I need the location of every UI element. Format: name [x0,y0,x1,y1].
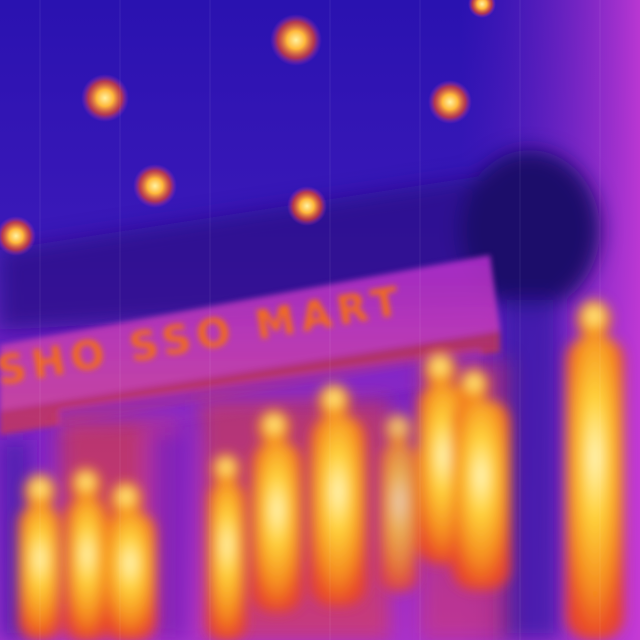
storefront-facade [0,255,500,440]
person-silhouette [566,300,624,640]
person-silhouette [66,468,108,640]
ceiling-light [0,216,36,256]
ceiling-lights [0,0,496,256]
ceiling-light [270,14,322,66]
people [18,300,624,640]
ceiling-light [81,74,129,122]
ceiling-light [133,164,177,208]
ceiling-light [287,186,327,226]
sensor-streaks [39,0,601,640]
person-silhouette [18,474,62,640]
person-silhouette [252,410,302,612]
person-silhouette [310,384,366,606]
person-silhouette [104,482,156,640]
ceiling-light [468,0,496,18]
dark-overhang [0,150,600,640]
person-silhouette [208,454,246,640]
person-silhouette [380,414,418,592]
person-silhouette [452,369,510,590]
ceiling-light [428,80,472,124]
